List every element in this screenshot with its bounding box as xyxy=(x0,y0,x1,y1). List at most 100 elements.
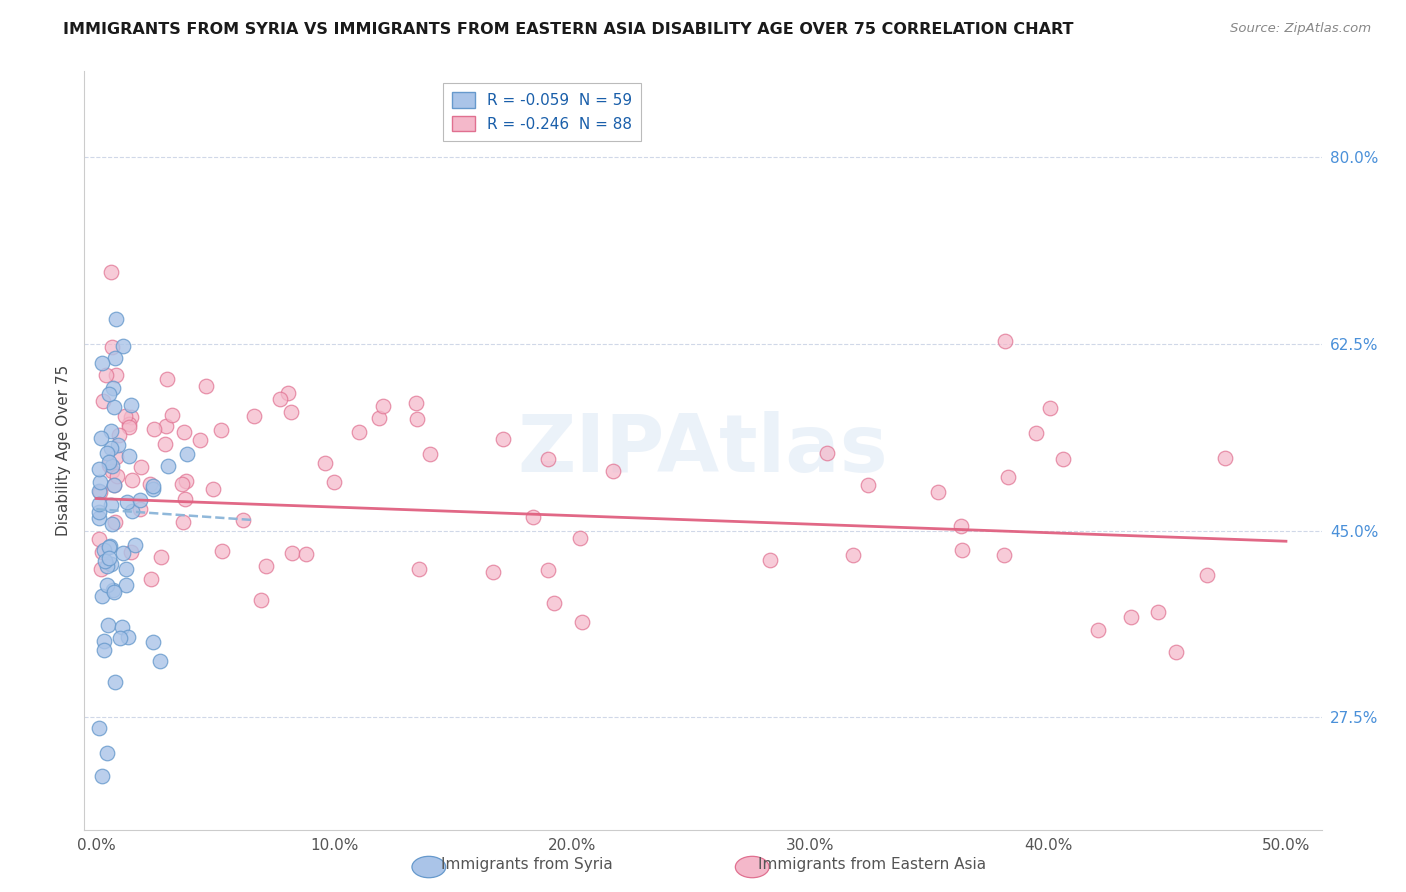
Point xyxy=(280,405,302,419)
Text: ZIPAtlas: ZIPAtlas xyxy=(517,411,889,490)
Point xyxy=(120,545,142,559)
Point xyxy=(209,423,232,437)
Point xyxy=(111,620,134,634)
Point xyxy=(141,572,163,586)
Point xyxy=(97,387,120,401)
Point xyxy=(173,425,195,440)
Point xyxy=(112,339,135,353)
Point xyxy=(950,542,973,557)
Point xyxy=(142,479,165,493)
Point xyxy=(97,618,120,632)
Point xyxy=(1052,452,1074,467)
Point xyxy=(176,474,198,488)
Point xyxy=(759,553,782,567)
Point xyxy=(91,394,114,409)
Point xyxy=(121,473,143,487)
Point xyxy=(96,446,118,460)
Point xyxy=(114,562,136,576)
Point xyxy=(232,513,254,527)
Point xyxy=(89,475,111,490)
Point xyxy=(211,544,233,558)
Point xyxy=(91,769,114,783)
Point xyxy=(250,592,273,607)
Legend: R = -0.059  N = 59, R = -0.246  N = 88: R = -0.059 N = 59, R = -0.246 N = 88 xyxy=(443,83,641,141)
Point xyxy=(94,368,117,383)
Point xyxy=(107,468,129,483)
Point xyxy=(103,584,125,599)
Point xyxy=(97,458,120,472)
Point xyxy=(87,721,110,735)
Point xyxy=(1213,450,1236,465)
Point xyxy=(103,400,125,414)
Point xyxy=(91,589,114,603)
Point xyxy=(103,478,125,492)
Point xyxy=(96,559,118,574)
Point xyxy=(349,425,371,440)
Point xyxy=(280,546,302,560)
Point xyxy=(100,498,122,512)
Point xyxy=(93,643,115,657)
Point xyxy=(419,447,441,461)
Point xyxy=(94,554,117,568)
Point xyxy=(139,477,162,491)
Point xyxy=(1147,605,1170,619)
Point xyxy=(602,465,624,479)
Point xyxy=(100,557,122,571)
Point xyxy=(142,482,165,496)
Point xyxy=(482,565,505,579)
Point xyxy=(120,409,142,424)
Point xyxy=(104,515,127,529)
Point xyxy=(115,577,138,591)
Point xyxy=(101,464,124,478)
Point xyxy=(543,596,565,610)
Point xyxy=(101,381,124,395)
Point xyxy=(93,542,115,557)
Point xyxy=(90,431,112,445)
Point xyxy=(87,511,110,525)
Point xyxy=(371,399,394,413)
Point xyxy=(408,562,430,576)
Point xyxy=(571,615,593,629)
Point xyxy=(950,519,973,533)
Point xyxy=(129,459,152,474)
Point xyxy=(294,547,316,561)
Point xyxy=(101,340,124,354)
Point xyxy=(104,368,127,382)
Point xyxy=(98,540,121,554)
Text: Immigrants from Eastern Asia: Immigrants from Eastern Asia xyxy=(758,857,986,872)
Point xyxy=(322,475,344,490)
Text: Immigrants from Syria: Immigrants from Syria xyxy=(441,857,613,872)
Point xyxy=(1087,624,1109,638)
Point xyxy=(104,450,127,464)
Point xyxy=(815,446,838,460)
Point xyxy=(91,545,114,559)
Point xyxy=(856,478,879,492)
Point xyxy=(108,631,131,645)
Point xyxy=(90,356,112,370)
Point xyxy=(104,351,127,365)
Point xyxy=(1119,610,1142,624)
Point xyxy=(149,654,172,668)
Point xyxy=(115,495,138,509)
Point xyxy=(98,455,121,469)
Point xyxy=(104,674,127,689)
Point xyxy=(121,504,143,518)
Y-axis label: Disability Age Over 75: Disability Age Over 75 xyxy=(56,365,72,536)
Point xyxy=(108,427,131,442)
Point xyxy=(153,437,176,451)
Point xyxy=(150,549,173,564)
Point xyxy=(120,398,142,412)
Point xyxy=(1038,401,1060,415)
Point xyxy=(1025,426,1047,441)
Point xyxy=(101,516,124,531)
Point xyxy=(368,411,391,425)
Point xyxy=(269,392,291,406)
Point xyxy=(406,412,429,426)
Point xyxy=(111,546,134,560)
Point xyxy=(997,470,1019,484)
Point xyxy=(118,449,141,463)
Point xyxy=(124,538,146,552)
Text: IMMIGRANTS FROM SYRIA VS IMMIGRANTS FROM EASTERN ASIA DISABILITY AGE OVER 75 COR: IMMIGRANTS FROM SYRIA VS IMMIGRANTS FROM… xyxy=(63,22,1074,37)
Point xyxy=(927,484,949,499)
Point xyxy=(87,533,110,547)
